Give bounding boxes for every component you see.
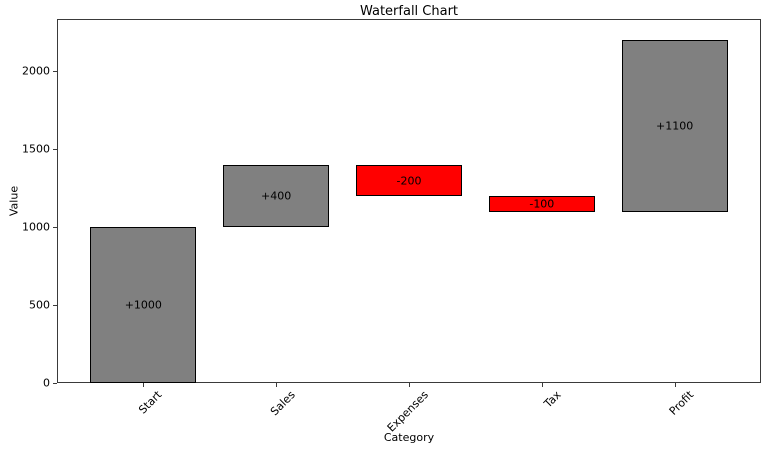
bar-value-label-start: +1000: [124, 298, 162, 312]
x-tick-label-sales: Sales: [267, 388, 298, 419]
x-tick-mark: [674, 383, 676, 387]
y-tick-mark: [53, 71, 57, 73]
x-tick-mark: [541, 383, 543, 387]
x-tick-label-start: Start: [136, 388, 165, 417]
bar-sales: [223, 164, 330, 228]
y-tick-label: 2000: [22, 64, 50, 78]
chart-title: Waterfall Chart: [359, 4, 459, 19]
bar-expenses: [355, 164, 463, 197]
bar-start: [90, 227, 197, 383]
x-tick-mark: [409, 383, 410, 387]
y-tick-mark: [53, 149, 57, 151]
bar-value-label-profit: +1100: [656, 119, 694, 133]
x-tick-mark: [276, 383, 278, 387]
x-axis-label: Category: [383, 431, 435, 444]
y-tick-label: 0: [43, 376, 50, 390]
y-axis-label: Value: [7, 185, 21, 217]
bar-tax: [488, 196, 595, 212]
bar-value-label-sales: +400: [261, 189, 292, 203]
y-tick-mark: [53, 383, 57, 384]
bar-value-label-expenses: -200: [396, 174, 422, 188]
y-tick-mark: [53, 227, 57, 229]
y-tick-label: 1000: [22, 220, 50, 234]
y-tick-mark: [53, 305, 57, 307]
x-tick-label-tax: Tax: [541, 388, 564, 411]
x-tick-label-expenses: Expenses: [384, 388, 431, 435]
x-tick-mark: [143, 383, 145, 387]
bar-profit: [621, 40, 728, 212]
y-tick-label: 500: [29, 298, 50, 312]
bar-value-label-tax: -100: [529, 197, 555, 211]
y-tick-label: 1500: [22, 142, 50, 156]
x-tick-label-profit: Profit: [666, 388, 697, 418]
